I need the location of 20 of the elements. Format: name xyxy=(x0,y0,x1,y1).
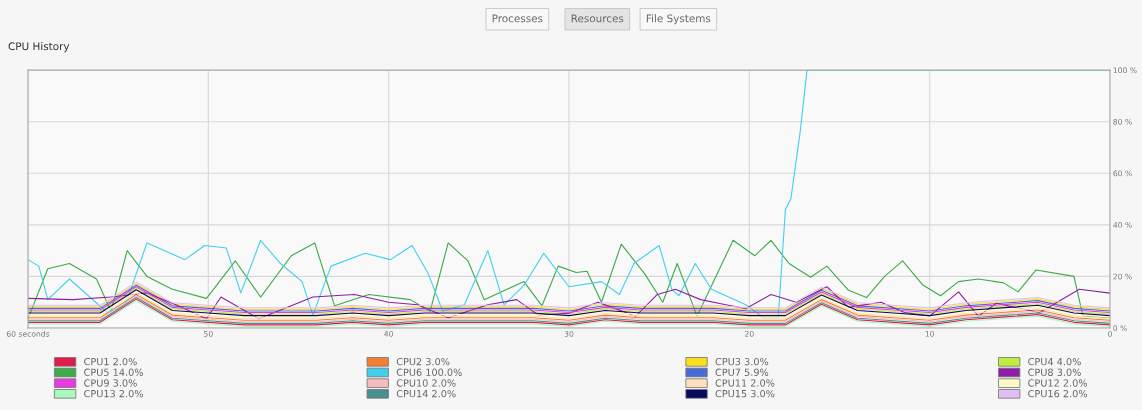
legend-label: CPU16 2.0% xyxy=(1028,389,1088,398)
legend-label: CPU6 100.0% xyxy=(396,368,462,376)
legend-label: CPU1 2.0% xyxy=(84,357,137,366)
legend-label: CPU3 3.0% xyxy=(715,357,769,366)
text: Processes xyxy=(492,14,543,23)
legend-label: CPU11 2.0% xyxy=(715,379,775,387)
legend-label: CPU2 3.0% xyxy=(396,357,450,366)
chart-title: CPU History xyxy=(8,42,70,53)
legend-label: CPU8 3.0% xyxy=(1028,368,1081,376)
legend-label: CPU7 5.9% xyxy=(715,368,769,376)
legend-label: CPU5 14.0% xyxy=(84,368,143,376)
legend-label: CPU4 4.0% xyxy=(1028,357,1081,366)
legend-label: CPU10 2.0% xyxy=(396,379,456,387)
legend-label: CPU13 2.0% xyxy=(84,389,143,398)
legend-label: CPU14 2.0% xyxy=(396,389,456,398)
legend-label: CPU12 2.0% xyxy=(1028,379,1088,387)
text: File Systems xyxy=(646,14,711,25)
legend-label: CPU9 3.0% xyxy=(84,379,137,387)
legend-label: CPU15 3.0% xyxy=(715,389,775,398)
text: Resources xyxy=(571,14,624,23)
